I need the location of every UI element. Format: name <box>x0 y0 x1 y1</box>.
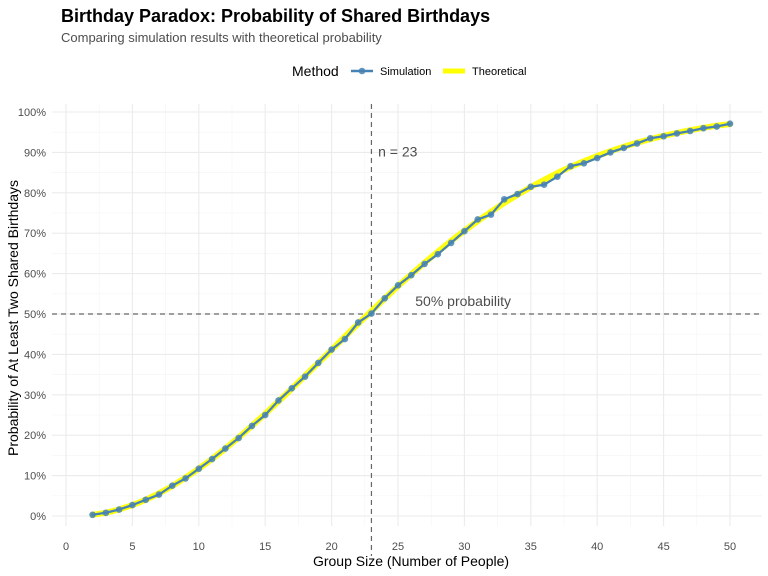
simulation-point <box>421 260 428 268</box>
simulation-point <box>381 294 389 302</box>
simulation-point <box>394 282 402 289</box>
x-tick-label: 0 <box>63 541 69 553</box>
legend-title: Method <box>292 63 339 79</box>
x-tick-label: 35 <box>525 541 537 553</box>
legend-simulation-label: Simulation <box>380 66 431 78</box>
simulation-point <box>142 496 149 504</box>
grid <box>52 104 762 526</box>
simulation-point <box>115 506 123 513</box>
simulation-point <box>328 346 335 353</box>
y-tick-label: 80% <box>24 188 46 200</box>
simulation-point <box>700 124 707 132</box>
y-tick-label: 70% <box>24 228 46 240</box>
y-tick-label: 20% <box>24 430 46 442</box>
y-tick-label: 90% <box>24 147 46 159</box>
x-tick-label: 10 <box>193 541 205 553</box>
simulation-point <box>726 120 734 128</box>
simulation-point <box>487 211 495 218</box>
simulation-point <box>248 422 256 430</box>
simulation-point <box>554 173 561 180</box>
simulation-point <box>407 271 415 279</box>
simulation-point <box>540 181 548 189</box>
simulation-point <box>235 434 242 442</box>
simulation-point <box>567 162 574 170</box>
simulation-line <box>91 122 732 516</box>
simulation-point <box>461 227 468 235</box>
simulation-point <box>527 183 535 191</box>
simulation-point <box>208 455 216 463</box>
x-tick-label: 30 <box>458 541 470 553</box>
legend-theoretical-label: Theoretical <box>472 66 526 78</box>
simulation-point <box>580 160 588 167</box>
series <box>89 121 733 518</box>
simulation-point <box>168 482 176 490</box>
simulation-point <box>155 491 163 498</box>
simulation-point <box>195 465 203 473</box>
x-axis-ticks: 0 5 10 15 20 25 30 35 40 45 50 <box>63 541 736 553</box>
y-tick-label: 50% <box>24 309 46 321</box>
simulation-point <box>633 140 641 147</box>
simulation-point <box>288 385 296 392</box>
x-tick-label: 50 <box>724 541 736 553</box>
simulation-point <box>686 127 694 135</box>
simulation-point <box>713 123 721 130</box>
simulation-point <box>222 445 229 452</box>
annotation-50-percent: 50% probability <box>415 293 511 309</box>
simulation-point <box>275 397 282 404</box>
theoretical-line <box>89 121 733 518</box>
simulation-point <box>434 250 442 258</box>
simulation-point <box>514 190 521 198</box>
x-tick-label: 5 <box>129 541 135 553</box>
simulation-point <box>261 411 269 419</box>
x-tick-label: 20 <box>325 541 337 553</box>
x-axis-title: Group Size (Number of People) <box>313 553 509 569</box>
simulation-points <box>89 120 734 519</box>
simulation-point <box>89 511 96 519</box>
y-tick-label: 10% <box>24 471 46 483</box>
y-tick-label: 0% <box>30 511 46 523</box>
simulation-point <box>354 319 362 326</box>
simulation-point <box>620 144 628 152</box>
simulation-point <box>102 509 110 517</box>
simulation-point <box>182 475 189 482</box>
y-tick-label: 40% <box>24 349 46 361</box>
x-tick-label: 15 <box>259 541 271 553</box>
simulation-point <box>315 359 322 367</box>
legend: Method Simulation Theoretical <box>292 63 526 79</box>
simulation-point <box>368 310 375 317</box>
simulation-point <box>647 134 654 142</box>
simulation-point <box>447 239 455 247</box>
simulation-point <box>593 154 601 162</box>
chart-title: Birthday Paradox: Probability of Shared … <box>61 6 490 26</box>
x-tick-label: 45 <box>657 541 669 553</box>
simulation-point <box>660 132 667 140</box>
x-tick-label: 40 <box>591 541 603 553</box>
simulation-point <box>129 501 136 509</box>
simulation-point <box>301 373 309 380</box>
simulation-point <box>673 130 681 137</box>
simulation-point <box>500 195 508 203</box>
annotation-n23: n = 23 <box>378 143 418 159</box>
y-axis-ticks: 0% 10% 20% 30% 40% 50% 60% 70% 80% 90% 100% <box>18 107 46 523</box>
y-tick-label: 60% <box>24 269 46 281</box>
simulation-point <box>341 335 349 343</box>
legend-simulation-marker <box>358 67 366 75</box>
y-axis-title: Probability of At Least Two Shared Birth… <box>5 180 21 456</box>
x-tick-label: 25 <box>392 541 404 553</box>
simulation-point <box>474 216 481 223</box>
reference-lines <box>52 104 762 556</box>
y-tick-label: 100% <box>18 107 46 119</box>
y-tick-label: 30% <box>24 390 46 402</box>
simulation-point <box>607 149 614 156</box>
chart-subtitle: Comparing simulation results with theore… <box>61 30 382 45</box>
